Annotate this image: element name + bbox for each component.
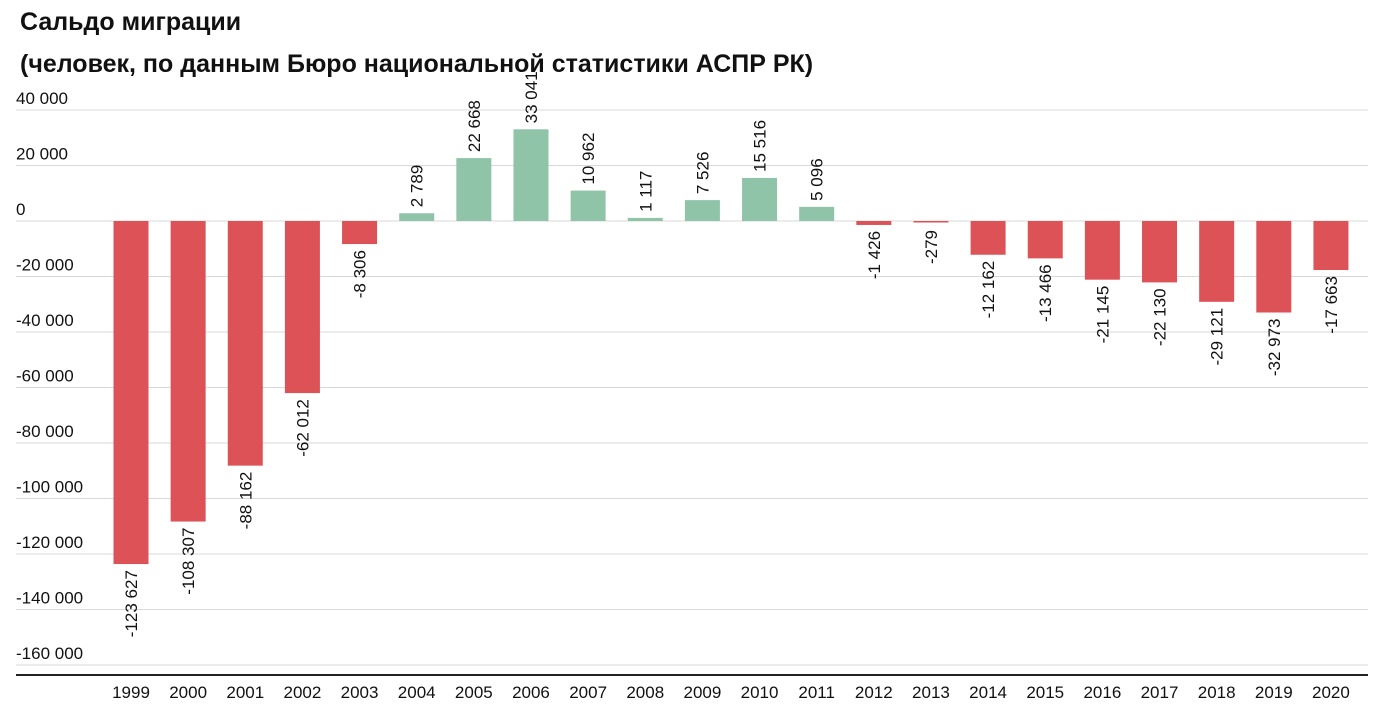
x-tick-label: 2016 — [1083, 683, 1121, 702]
bar — [856, 221, 892, 225]
bar — [113, 221, 149, 565]
bar — [342, 221, 378, 245]
x-tick-label: 2003 — [341, 683, 379, 702]
bar — [627, 217, 663, 221]
x-tick-label: 2001 — [226, 683, 264, 702]
value-label: -8 306 — [351, 250, 370, 298]
value-label: -17 663 — [1322, 276, 1341, 334]
value-label: -108 307 — [179, 528, 198, 595]
y-tick-label: -120 000 — [16, 533, 83, 552]
value-label: -279 — [922, 230, 941, 264]
x-tick-label: 2002 — [284, 683, 322, 702]
x-tick-label: 1999 — [112, 683, 150, 702]
bar — [513, 129, 549, 221]
value-label: -29 121 — [1208, 308, 1227, 366]
bar — [913, 221, 949, 223]
x-tick-label: 2015 — [1026, 683, 1064, 702]
value-label: -22 130 — [1151, 288, 1170, 346]
chart-subtitle: (человек, по данным Бюро национальной ст… — [20, 50, 814, 78]
value-label: 15 516 — [751, 120, 770, 172]
value-label: -12 162 — [979, 261, 998, 319]
bar — [1199, 221, 1235, 302]
bars — [113, 129, 1349, 565]
bar — [1084, 221, 1120, 280]
x-tick-label: 2013 — [912, 683, 950, 702]
bar — [970, 221, 1006, 255]
value-label: -123 627 — [122, 570, 141, 637]
value-label: 22 668 — [465, 100, 484, 152]
bar — [1313, 221, 1349, 271]
value-label: -1 426 — [865, 231, 884, 279]
y-tick-label: -100 000 — [16, 478, 83, 497]
y-tick-label: -40 000 — [16, 311, 74, 330]
y-tick-label: -160 000 — [16, 644, 83, 663]
bar — [1027, 221, 1063, 259]
x-tick-label: 2018 — [1198, 683, 1236, 702]
bar — [1256, 221, 1292, 313]
bar — [456, 158, 492, 221]
x-axis-ticks: 1999 2000 2001 2002 2003 2004 2005 2006 2007 2008… — [112, 683, 1350, 702]
value-label: -62 012 — [293, 399, 312, 457]
y-axis-ticks: 40 000 20 000 0 -20 000 -40 000 -60 000 -80 00… — [16, 89, 83, 663]
value-label: -32 973 — [1265, 319, 1284, 377]
x-tick-label: 2012 — [855, 683, 893, 702]
y-tick-label: 0 — [16, 200, 25, 219]
x-tick-label: 2000 — [169, 683, 207, 702]
value-label: 1 117 — [636, 171, 655, 212]
bar — [399, 213, 435, 221]
bar — [799, 206, 835, 221]
value-label: -21 145 — [1093, 286, 1112, 344]
bar — [227, 221, 263, 466]
x-tick-label: 2010 — [741, 683, 779, 702]
x-tick-label: 2011 — [798, 683, 835, 702]
bar — [1142, 221, 1178, 283]
value-label: -88 162 — [236, 472, 255, 530]
value-label: 33 041 — [522, 71, 541, 123]
bar — [284, 221, 320, 394]
x-tick-label: 2008 — [626, 683, 664, 702]
value-labels: -123 627 -108 307 -88 162 -62 012 -8 306 2 78… — [122, 71, 1341, 637]
chart-title: Сальдо миграции — [20, 8, 242, 36]
y-tick-label: 20 000 — [16, 145, 68, 164]
x-tick-label: 2005 — [455, 683, 493, 702]
x-tick-label: 2014 — [969, 683, 1007, 702]
bar — [742, 177, 778, 221]
value-label: -13 466 — [1036, 264, 1055, 322]
bar — [684, 200, 720, 221]
x-tick-label: 2004 — [398, 683, 436, 702]
y-tick-label: -140 000 — [16, 589, 83, 608]
bar — [570, 190, 606, 221]
x-tick-label: 2006 — [512, 683, 550, 702]
value-label: 7 526 — [693, 152, 712, 195]
gridlines — [16, 109, 1368, 676]
y-tick-label: -60 000 — [16, 367, 74, 386]
x-tick-label: 2019 — [1255, 683, 1293, 702]
x-tick-label: 2017 — [1141, 683, 1179, 702]
x-tick-label: 2007 — [569, 683, 607, 702]
y-tick-label: 40 000 — [16, 89, 68, 108]
y-tick-label: -80 000 — [16, 422, 74, 441]
x-tick-label: 2009 — [683, 683, 721, 702]
x-tick-label: 2020 — [1312, 683, 1350, 702]
y-tick-label: -20 000 — [16, 256, 74, 275]
value-label: 2 789 — [408, 165, 427, 208]
value-label: 10 962 — [579, 133, 598, 185]
value-label: 5 096 — [808, 158, 827, 201]
bar — [170, 221, 206, 522]
